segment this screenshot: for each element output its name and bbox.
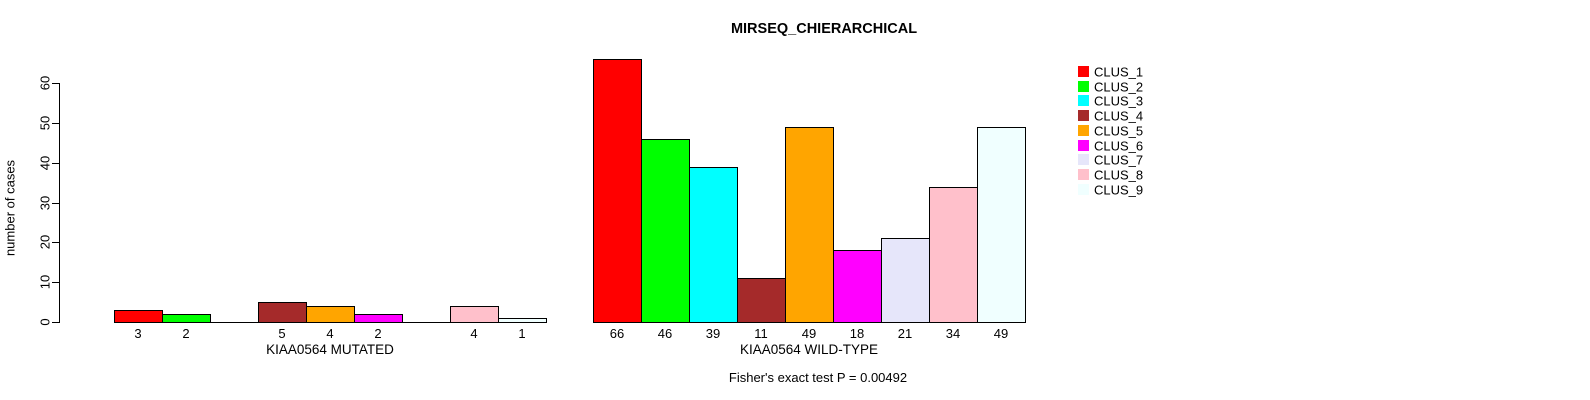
y-axis-tick — [52, 242, 59, 243]
y-tick-label: 0 — [37, 318, 53, 326]
legend-swatch-clus_5 — [1078, 125, 1089, 136]
y-axis-line — [59, 83, 60, 323]
y-tick-label: 20 — [37, 234, 53, 250]
bar-value-label: 11 — [754, 326, 768, 341]
bar-value-label: 49 — [801, 326, 817, 341]
bar-value-label: 5 — [278, 326, 286, 341]
bar-clus_5 — [785, 127, 834, 323]
bar-value-label: 2 — [182, 326, 190, 341]
bar-value-label: 4 — [470, 326, 478, 341]
legend-label: CLUS_9 — [1094, 182, 1144, 197]
bar-clus_9 — [977, 127, 1026, 323]
y-tick-label: 10 — [37, 274, 53, 290]
legend-swatch-clus_9 — [1078, 184, 1089, 195]
bar-value-label: 49 — [993, 326, 1009, 341]
bar-clus_8 — [929, 187, 978, 323]
legend-label: CLUS_6 — [1094, 138, 1144, 153]
x-axis-group-label: KIAA0564 WILD-TYPE — [739, 342, 879, 357]
bar-value-label: 2 — [374, 326, 382, 341]
bar-clus_4 — [737, 278, 786, 323]
legend-label: CLUS_1 — [1094, 64, 1144, 79]
legend-label: CLUS_3 — [1094, 93, 1144, 108]
chart-title: MIRSEQ_CHIERARCHICAL — [730, 21, 918, 37]
legend-label: CLUS_5 — [1094, 123, 1144, 138]
bar-clus_2 — [641, 139, 690, 323]
x-axis-group-label: KIAA0564 MUTATED — [266, 342, 394, 357]
bar-value-label: 4 — [326, 326, 334, 341]
legend-swatch-clus_7 — [1078, 154, 1089, 165]
bar-value-label: 34 — [945, 326, 961, 341]
bar-clus_6 — [833, 250, 882, 323]
y-tick-label: 60 — [37, 75, 53, 91]
legend-label: CLUS_8 — [1094, 167, 1144, 182]
legend-swatch-clus_3 — [1078, 95, 1089, 106]
bar-value-label: 66 — [609, 326, 625, 341]
caption-fisher-test: Fisher's exact test P = 0.00492 — [728, 370, 908, 385]
bar-clus_1 — [114, 310, 163, 323]
y-tick-label: 40 — [37, 155, 53, 171]
bar-clus_3 — [689, 167, 738, 323]
bar-clus_9 — [498, 318, 547, 323]
legend-swatch-clus_1 — [1078, 66, 1089, 77]
bar-clus_5 — [306, 306, 355, 323]
y-axis-label: number of cases — [2, 159, 18, 257]
legend-swatch-clus_6 — [1078, 140, 1089, 151]
legend-label: CLUS_2 — [1094, 79, 1144, 94]
bar-clus_1 — [593, 59, 642, 323]
bar-value-label: 46 — [657, 326, 673, 341]
legend-label: CLUS_4 — [1094, 108, 1144, 123]
y-tick-label: 50 — [37, 115, 53, 131]
bar-clus_4 — [258, 302, 307, 323]
legend-swatch-clus_4 — [1078, 110, 1089, 121]
bar-value-label: 18 — [849, 326, 865, 341]
y-axis-tick — [52, 163, 59, 164]
bar-value-label: 39 — [705, 326, 721, 341]
bar-clus_6 — [354, 314, 403, 323]
legend-swatch-clus_8 — [1078, 169, 1089, 180]
bar-clus_8 — [450, 306, 499, 323]
bar-clus_7 — [881, 238, 930, 323]
bar-value-label: 1 — [518, 326, 526, 341]
bar-clus_2 — [162, 314, 211, 323]
y-axis-tick — [52, 282, 59, 283]
y-axis-tick — [52, 123, 59, 124]
bar-value-label: 21 — [897, 326, 913, 341]
y-axis-tick — [52, 83, 59, 84]
legend-swatch-clus_2 — [1078, 81, 1089, 92]
y-axis-tick — [52, 203, 59, 204]
legend-label: CLUS_7 — [1094, 152, 1144, 167]
y-axis-tick — [52, 322, 59, 323]
y-tick-label: 30 — [37, 195, 53, 211]
bar-value-label: 3 — [134, 326, 142, 341]
